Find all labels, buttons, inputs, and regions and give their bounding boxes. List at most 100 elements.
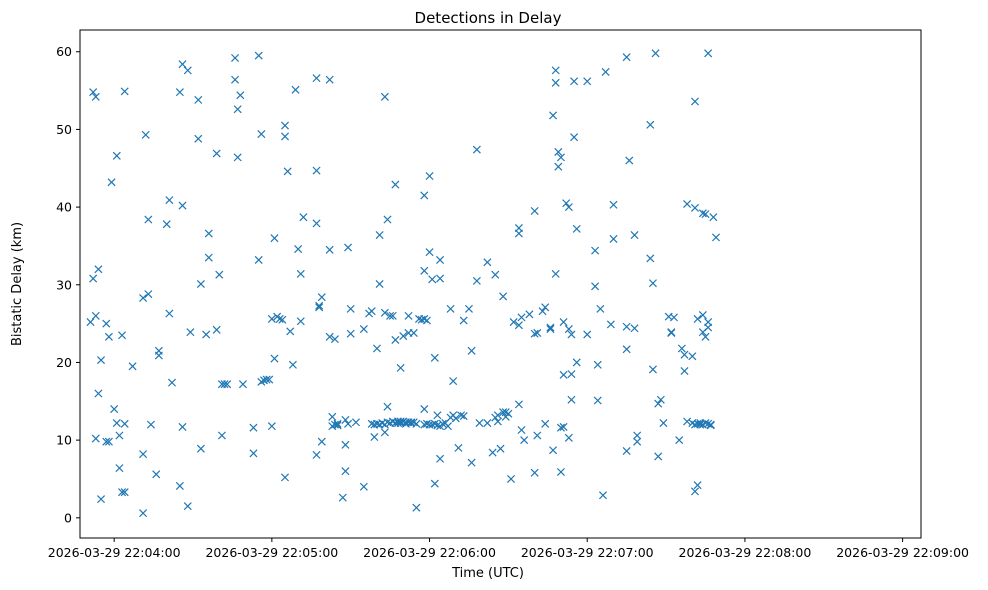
data-point bbox=[370, 432, 379, 442]
data-point bbox=[551, 66, 560, 75]
data-point bbox=[591, 282, 600, 291]
data-point bbox=[178, 60, 187, 69]
data-point bbox=[420, 266, 429, 275]
data-point bbox=[451, 414, 460, 423]
data-point bbox=[104, 437, 113, 446]
data-point bbox=[517, 426, 526, 435]
data-point bbox=[554, 162, 563, 171]
data-point bbox=[283, 167, 292, 176]
data-point bbox=[86, 318, 95, 327]
data-point bbox=[380, 308, 389, 317]
data-point bbox=[549, 446, 558, 455]
data-point bbox=[530, 329, 539, 338]
data-point bbox=[667, 328, 676, 337]
data-point bbox=[475, 419, 484, 428]
data-point bbox=[420, 191, 429, 200]
data-point bbox=[286, 327, 295, 336]
data-point bbox=[202, 330, 211, 339]
data-point bbox=[333, 419, 342, 428]
data-point bbox=[562, 199, 571, 208]
data-point bbox=[609, 200, 618, 209]
data-point bbox=[509, 318, 518, 327]
data-point bbox=[709, 213, 718, 222]
data-point bbox=[325, 245, 334, 254]
data-point bbox=[217, 431, 226, 440]
data-point bbox=[97, 495, 106, 504]
data-point bbox=[94, 389, 103, 398]
data-point bbox=[146, 420, 155, 429]
data-point bbox=[194, 95, 203, 104]
data-point bbox=[152, 470, 161, 479]
data-point bbox=[690, 97, 700, 106]
data-point bbox=[233, 105, 242, 114]
data-point bbox=[593, 360, 602, 369]
data-point bbox=[559, 422, 568, 431]
data-point bbox=[693, 481, 702, 490]
data-point bbox=[701, 332, 710, 341]
data-point bbox=[325, 75, 334, 84]
data-point bbox=[422, 316, 431, 325]
x-tick-label: 2026-03-29 22:07:00 bbox=[521, 545, 654, 560]
data-point bbox=[598, 491, 608, 500]
data-point bbox=[551, 78, 560, 87]
data-point bbox=[430, 479, 439, 488]
data-point bbox=[231, 75, 240, 84]
data-point bbox=[178, 422, 187, 431]
data-point bbox=[396, 363, 405, 372]
data-point bbox=[128, 362, 137, 371]
data-point bbox=[472, 145, 481, 154]
data-point bbox=[412, 503, 421, 512]
x-tick-label: 2026-03-29 22:09:00 bbox=[836, 545, 969, 560]
y-tick-label: 60 bbox=[56, 44, 72, 59]
data-point bbox=[567, 330, 576, 339]
data-point bbox=[648, 365, 657, 374]
data-point bbox=[220, 380, 229, 389]
data-point bbox=[144, 215, 153, 224]
data-point bbox=[312, 450, 321, 459]
data-point bbox=[267, 422, 276, 431]
data-point bbox=[559, 318, 568, 327]
data-point bbox=[506, 474, 516, 483]
data-point bbox=[583, 330, 592, 339]
data-point bbox=[433, 421, 442, 430]
data-point bbox=[564, 203, 573, 212]
data-point bbox=[118, 488, 127, 497]
data-point bbox=[567, 370, 576, 379]
data-point bbox=[525, 310, 534, 319]
y-tick-label: 30 bbox=[56, 277, 72, 292]
data-point bbox=[654, 452, 663, 461]
y-tick-label: 40 bbox=[56, 200, 72, 215]
data-point bbox=[254, 255, 263, 264]
data-point bbox=[330, 335, 339, 344]
data-point bbox=[541, 303, 550, 312]
data-point bbox=[693, 314, 702, 323]
data-point bbox=[270, 234, 279, 243]
data-point bbox=[120, 488, 129, 497]
data-point bbox=[533, 431, 542, 440]
data-point bbox=[110, 405, 119, 414]
data-point bbox=[380, 92, 389, 101]
data-point bbox=[554, 147, 563, 156]
data-point bbox=[551, 269, 560, 278]
data-point bbox=[593, 396, 602, 405]
data-point bbox=[346, 304, 355, 313]
x-tick-label: 2026-03-29 22:04:00 bbox=[48, 545, 181, 560]
data-point bbox=[315, 301, 324, 310]
data-point bbox=[328, 412, 337, 421]
data-point bbox=[688, 352, 697, 361]
data-point bbox=[706, 421, 715, 430]
data-point bbox=[118, 331, 127, 340]
data-point bbox=[333, 421, 342, 430]
data-point bbox=[267, 314, 276, 323]
data-point bbox=[499, 408, 508, 417]
data-point bbox=[454, 443, 463, 452]
y-tick-label: 0 bbox=[64, 510, 72, 525]
data-point bbox=[622, 53, 631, 62]
data-point bbox=[223, 380, 232, 389]
data-point bbox=[556, 153, 565, 162]
data-point bbox=[704, 49, 713, 58]
data-point bbox=[570, 77, 579, 86]
data-point bbox=[165, 196, 174, 205]
data-point bbox=[165, 309, 174, 318]
data-point bbox=[430, 353, 439, 362]
